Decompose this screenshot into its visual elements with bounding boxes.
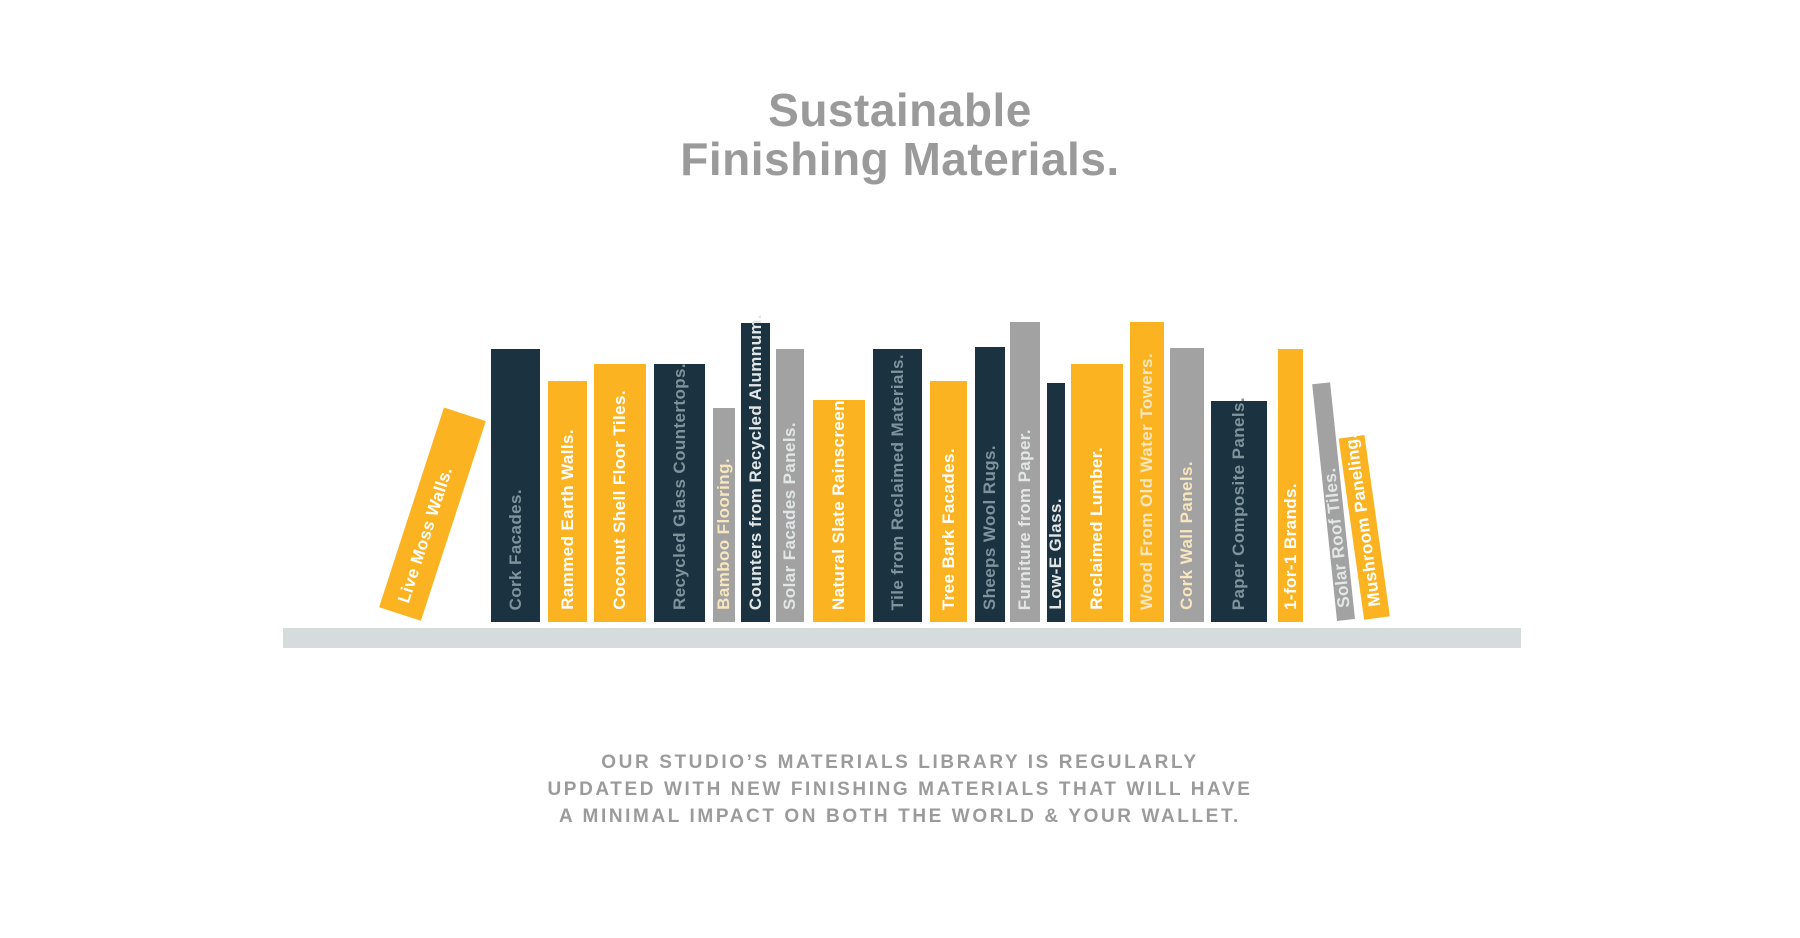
book-spine: Sheeps Wool Rugs. — [975, 347, 1005, 622]
book-spine: Reclaimed Lumber. — [1071, 364, 1123, 622]
book-spine-label: Recycled Glass Countertops. — [669, 363, 689, 610]
book-spine: Counters from Recycled Alumnum. — [741, 314, 770, 622]
book-spine: Rammed Earth Walls. — [548, 381, 587, 622]
page-title: Sustainable Finishing Materials. — [0, 86, 1800, 184]
book-spine-label: Bamboo Flooring. — [714, 458, 733, 610]
book-spine: Furniture from Paper. — [1010, 322, 1040, 622]
book-spine-label: Paper Composite Panels. — [1229, 396, 1248, 610]
book-spine: Coconut Shell Floor Tiles. — [594, 364, 646, 622]
book-spine-label: Wood From Old Water Towers. — [1137, 353, 1156, 610]
book-spine: Recycled Glass Countertops. — [654, 363, 705, 622]
caption-line-3: A MINIMAL IMPACT ON BOTH THE WORLD & YOU… — [559, 806, 1241, 827]
book-spine-label: Sheeps Wool Rugs. — [980, 444, 999, 610]
book-spine-label: Tile from Reclaimed Materials. — [887, 353, 907, 610]
book-spine-label: Rammed Earth Walls. — [557, 429, 577, 610]
caption-text: OUR STUDIO’S MATERIALS LIBRARY IS REGULA… — [0, 749, 1800, 830]
book-spine-label: Counters from Recycled Alumnum. — [745, 313, 765, 610]
book-spine: Low-E Glass. — [1046, 383, 1065, 622]
book-spine-label: Furniture from Paper. — [1015, 428, 1034, 610]
book-spine: Bamboo Flooring. — [713, 408, 735, 622]
book-spine: Paper Composite Panels. — [1211, 397, 1267, 622]
book-spine-label: Solar Facades Panels. — [780, 422, 799, 610]
shelf — [283, 628, 1521, 648]
book-spine-label: Live Moss Walls. — [394, 464, 457, 606]
page-title-line-1: Sustainable — [768, 84, 1032, 136]
book-spine-label: Coconut Shell Floor Tiles. — [610, 390, 629, 610]
book-spine: Live Moss Walls. — [379, 407, 486, 621]
book-spine: Cork Facades. — [491, 349, 540, 622]
book-spine: Tree Bark Facades. — [930, 381, 967, 622]
book-spine-label: Cork Facades. — [505, 488, 525, 610]
caption-line-1: OUR STUDIO’S MATERIALS LIBRARY IS REGULA… — [601, 752, 1199, 773]
book-spine: 1-for-1 Brands. — [1278, 349, 1303, 622]
caption-line-2: UPDATED WITH NEW FINISHING MATERIALS THA… — [547, 779, 1253, 800]
book-spine: Cork Wall Panels. — [1170, 348, 1204, 622]
page-title-line-2: Finishing Materials. — [680, 133, 1120, 185]
book-spine: Solar Facades Panels. — [776, 349, 804, 622]
book-spine: Tile from Reclaimed Materials. — [873, 349, 922, 622]
book-spine: Wood From Old Water Towers. — [1130, 322, 1164, 622]
book-spine-label: Reclaimed Lumber. — [1087, 447, 1106, 610]
book-spine-label: Natural Slate Rainscreen. — [829, 394, 848, 610]
book-spine: Natural Slate Rainscreen. — [813, 395, 865, 622]
book-spine-label: Tree Bark Facades. — [938, 447, 958, 610]
book-spine-label: 1-for-1 Brands. — [1280, 483, 1300, 610]
book-spine-label: Cork Wall Panels. — [1177, 461, 1196, 610]
book-spine-label: Low-E Glass. — [1046, 498, 1065, 610]
